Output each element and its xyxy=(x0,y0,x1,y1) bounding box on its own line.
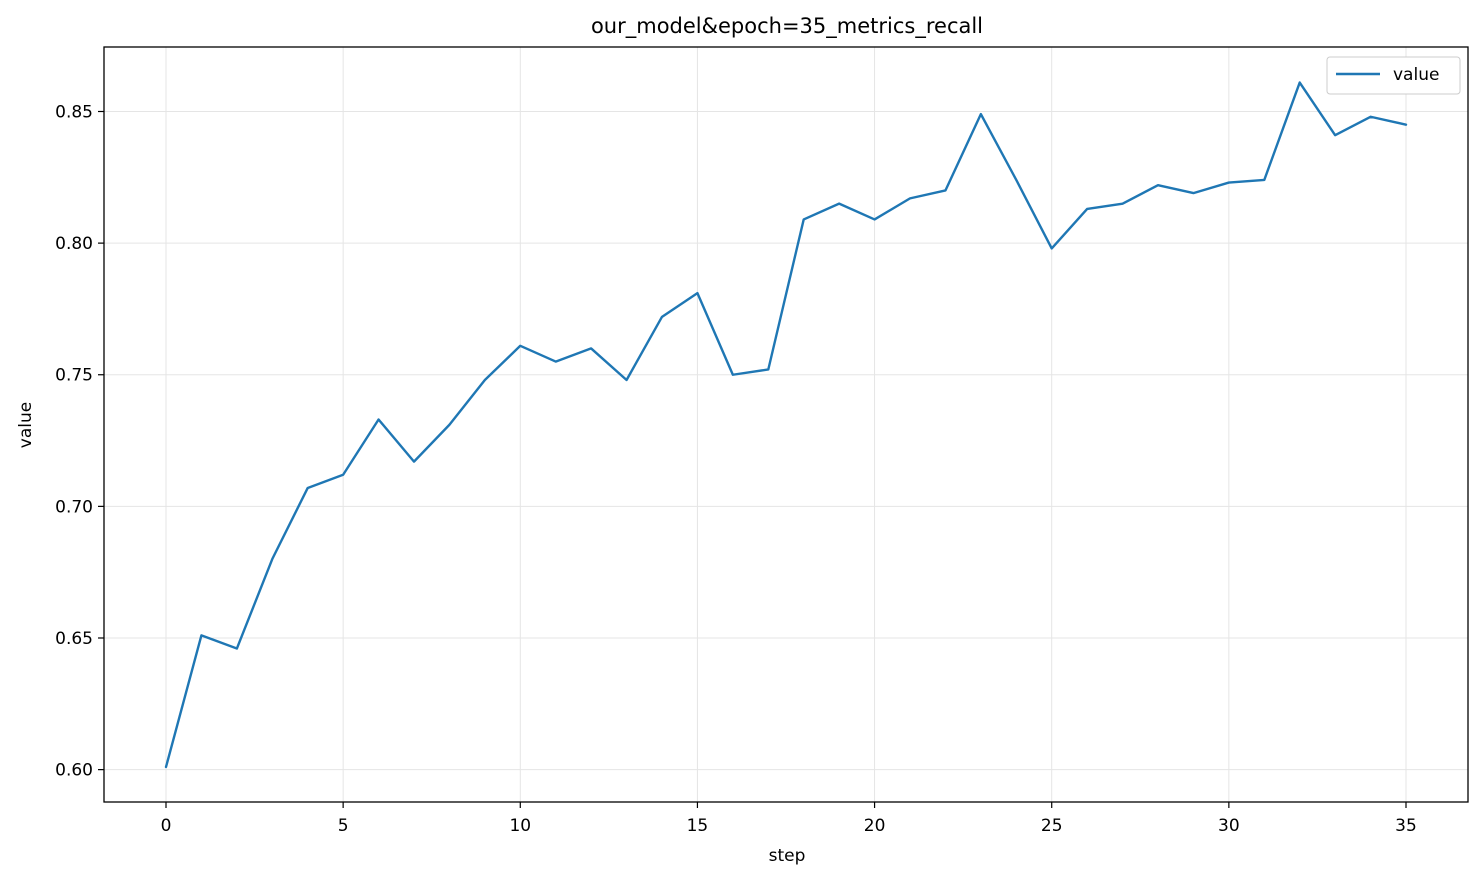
y-tick-label: 0.80 xyxy=(55,234,93,254)
x-tick-label: 35 xyxy=(1395,816,1417,836)
legend-series-label: value xyxy=(1393,65,1439,85)
series-layer xyxy=(164,81,1408,769)
x-tick-label: 0 xyxy=(161,816,172,836)
grid-lines xyxy=(104,47,1468,802)
legend: value xyxy=(1326,56,1461,95)
y-tick-label: 0.60 xyxy=(55,761,93,781)
x-tick-label: 15 xyxy=(687,816,709,836)
x-tick-label: 20 xyxy=(864,816,886,836)
y-axis-ticks: 0.60 0.65 0.70 0.75 0.80 0.85 xyxy=(55,102,104,781)
chart-title: our_model&epoch=35_metrics_recall xyxy=(591,14,983,39)
x-tick-label: 30 xyxy=(1218,816,1240,836)
y-tick-label: 0.75 xyxy=(55,366,93,386)
x-axis-label: step xyxy=(769,846,806,866)
x-tick-label: 25 xyxy=(1041,816,1063,836)
y-tick-label: 0.65 xyxy=(55,629,93,649)
y-tick-label: 0.70 xyxy=(55,497,93,517)
y-axis-label: value xyxy=(16,402,36,448)
x-tick-label: 5 xyxy=(338,816,349,836)
series-line-value xyxy=(164,81,1408,769)
plot-frame xyxy=(103,46,1469,803)
legend-box xyxy=(1326,56,1461,95)
x-tick-label: 10 xyxy=(509,816,531,836)
x-axis-ticks: 0 5 10 15 20 25 30 35 xyxy=(161,802,1417,836)
y-tick-label: 0.85 xyxy=(55,102,93,122)
